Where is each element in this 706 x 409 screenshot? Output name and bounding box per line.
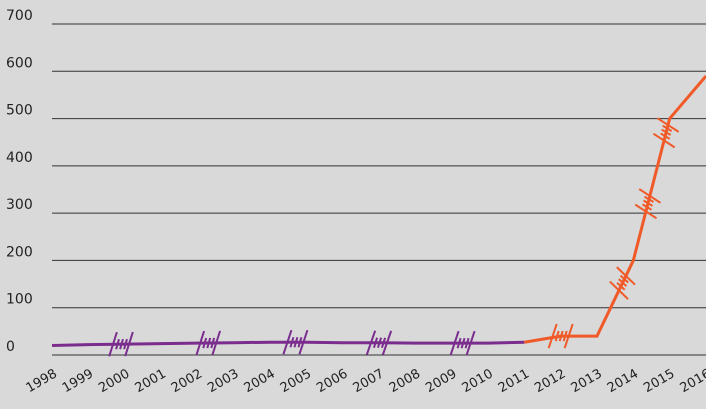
barb <box>609 266 636 300</box>
y-tick-label: 400 <box>6 150 33 166</box>
x-tick-label: 2012 <box>532 367 568 397</box>
x-tick-label: 2013 <box>569 367 605 397</box>
x-tick-label: 2009 <box>423 367 459 397</box>
x-tick-label: 2011 <box>496 367 532 397</box>
barb-wire <box>449 330 476 356</box>
y-tick-label: 200 <box>6 244 33 260</box>
y-tick-label: 0 <box>6 339 15 355</box>
x-tick-label: 2007 <box>351 367 387 397</box>
y-tick-label: 600 <box>6 55 33 71</box>
barb <box>652 117 680 149</box>
barb-wire <box>609 266 636 300</box>
x-tick-label: 2008 <box>387 367 423 397</box>
x-tick-label: 2000 <box>96 367 132 397</box>
x-tick-label: 2001 <box>133 367 169 397</box>
x-tick-label: 2015 <box>641 367 677 397</box>
barb-wire <box>547 323 574 349</box>
line-series <box>524 75 706 344</box>
y-tick-label: 100 <box>6 292 33 308</box>
barb-wire <box>108 331 134 357</box>
x-tick-label: 1999 <box>60 367 96 397</box>
barb <box>634 188 662 220</box>
x-tick-label: 2010 <box>460 367 496 397</box>
x-tick-label: 1998 <box>24 367 60 397</box>
barb <box>108 331 134 357</box>
barb <box>365 330 393 356</box>
barb <box>547 323 574 349</box>
barb-wire <box>195 330 222 356</box>
barb <box>195 330 222 356</box>
y-tick-label: 700 <box>6 8 33 24</box>
x-tick-label: 2003 <box>205 367 241 397</box>
y-tick-label: 300 <box>6 197 33 213</box>
x-tick-label: 2004 <box>242 367 278 397</box>
x-tick-label: 2005 <box>278 367 314 397</box>
x-tick-label: 2016 <box>678 367 706 397</box>
barb-wire <box>634 188 662 220</box>
x-tick-label: 2002 <box>169 367 205 397</box>
barb-wire <box>652 117 680 149</box>
x-tick-label: 2006 <box>314 367 350 397</box>
barb-wire <box>282 329 309 355</box>
barb-wire <box>365 330 393 356</box>
x-tick-label: 2014 <box>605 367 641 397</box>
barb <box>449 330 476 356</box>
y-tick-label: 500 <box>6 103 33 119</box>
barb <box>282 329 309 355</box>
